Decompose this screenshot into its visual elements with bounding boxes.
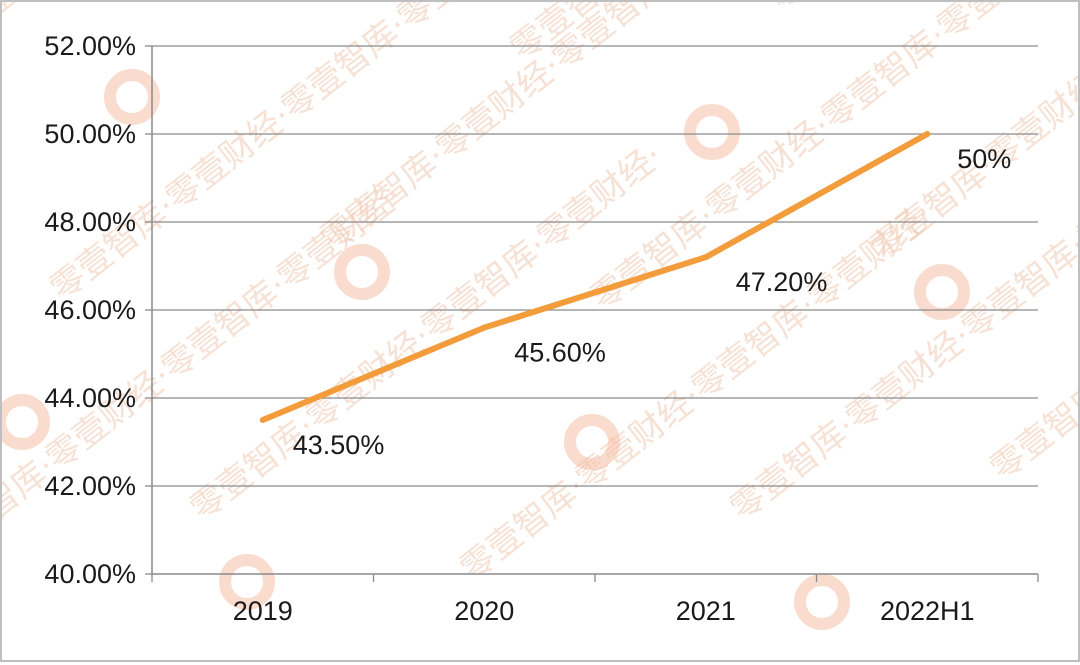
watermark-logo-icon: [334, 244, 390, 300]
watermark-logo-icon: [684, 104, 740, 160]
data-label: 45.60%: [514, 338, 606, 368]
watermark-logo-icon: [219, 554, 275, 610]
data-label: 47.20%: [736, 267, 828, 297]
y-tick-label: 40.00%: [44, 559, 136, 589]
y-tick-label: 48.00%: [44, 207, 136, 237]
data-labels: 43.50% 45.60% 47.20% 50%: [293, 144, 1012, 460]
y-tick-label: 50.00%: [44, 119, 136, 149]
watermark-logo-icon: [914, 264, 970, 320]
x-tick-label: 2020: [454, 596, 514, 626]
gridlines: [152, 45, 1038, 487]
x-tick-label: 2022H1: [880, 596, 975, 626]
watermark-logo-icon: [564, 414, 620, 470]
watermark-logo-icon: [0, 394, 50, 450]
watermark-logo-icon: [104, 69, 160, 125]
series: [259, 131, 931, 423]
series-line: [259, 131, 931, 423]
y-axis-tick-labels: 40.00% 42.00% 44.00% 46.00% 48.00% 50.00% 52.0…: [44, 31, 136, 589]
x-axis-tick-labels: 2019 2020 2021 2022H1: [233, 596, 975, 626]
y-tick-label: 52.00%: [44, 31, 136, 61]
data-label: 50%: [957, 144, 1011, 174]
axes: [145, 45, 1039, 582]
watermark-text: 零壹智库·零壹财经·零壹智库·零壹财经·: [763, 2, 1078, 19]
y-tick-label: 42.00%: [44, 471, 136, 501]
watermark-logo-icon: [794, 574, 850, 630]
y-tick-label: 46.00%: [44, 295, 136, 325]
data-label: 43.50%: [293, 430, 385, 460]
x-tick-label: 2021: [676, 596, 736, 626]
x-tick-label: 2019: [233, 596, 293, 626]
y-tick-label: 44.00%: [44, 383, 136, 413]
